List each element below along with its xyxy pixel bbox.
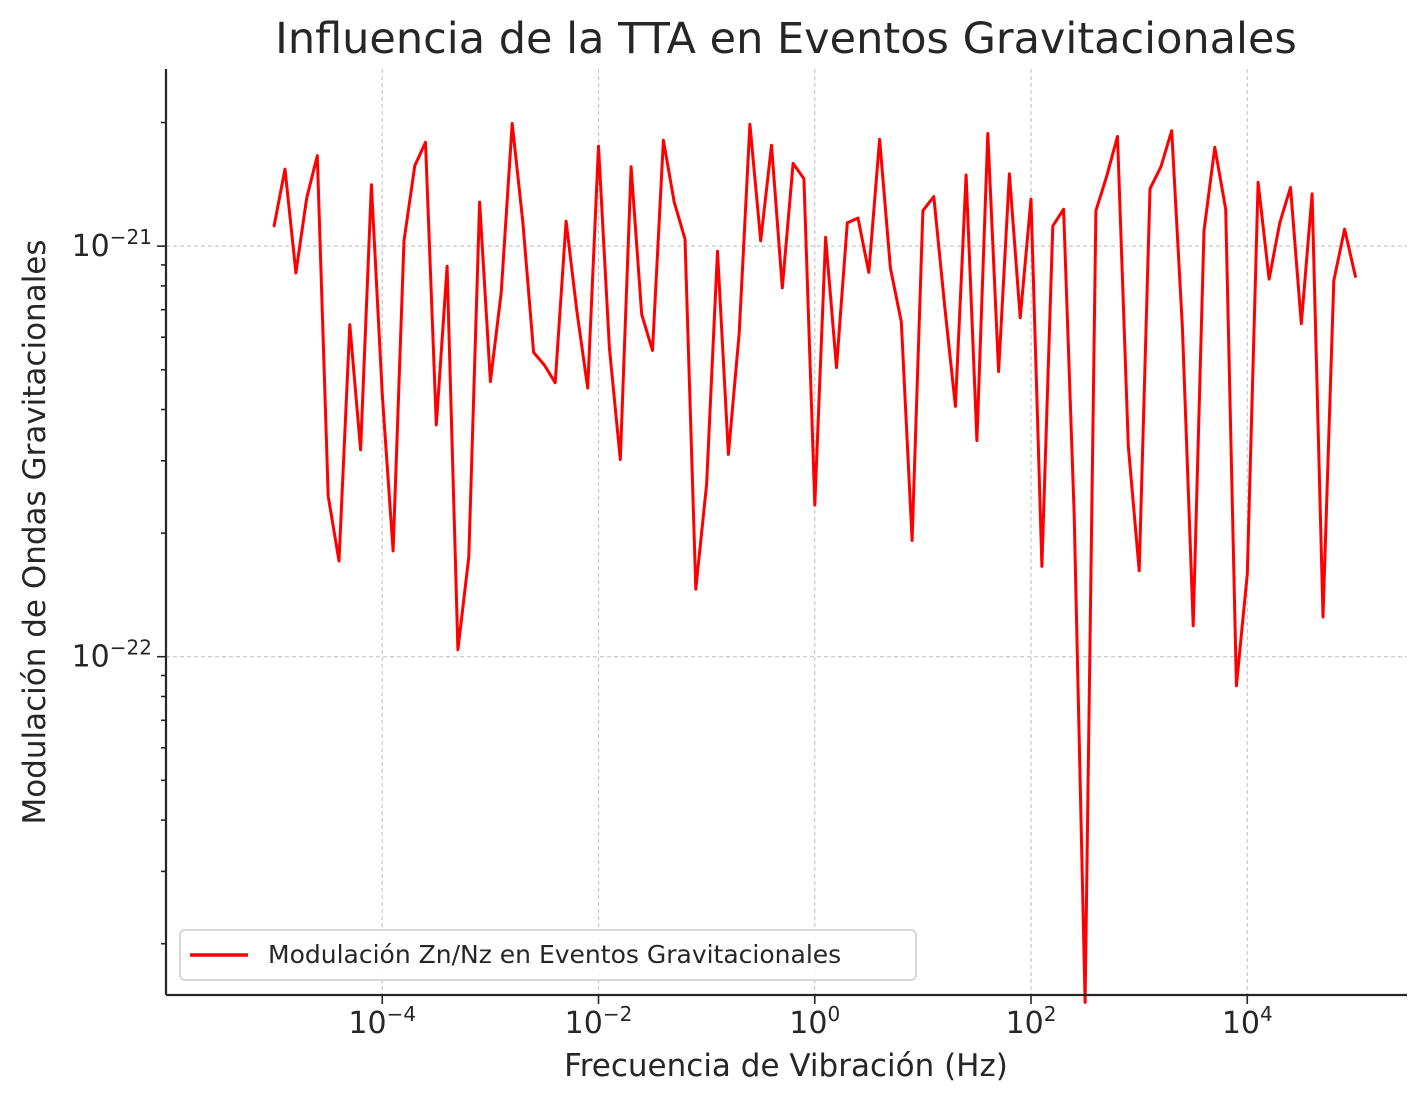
x-tick-label: 10−4 <box>348 1002 416 1041</box>
x-tick-label: 100 <box>789 1002 840 1041</box>
legend-label: Modulación Zn/Nz en Eventos Gravitaciona… <box>268 940 841 969</box>
axis-ticks: 10−4 10−2 100 102 104 10−21 10−22 <box>72 121 1273 1041</box>
legend: Modulación Zn/Nz en Eventos Gravitaciona… <box>179 929 917 981</box>
series-line <box>272 121 1357 1004</box>
chart-title: Influencia de la TTA en Eventos Gravitac… <box>275 14 1297 64</box>
grid <box>166 69 1407 995</box>
y-tick-label: 10−22 <box>72 636 152 675</box>
x-tick-label: 104 <box>1222 1002 1273 1041</box>
y-tick-label: 10−21 <box>72 225 152 264</box>
x-tick-label: 10−2 <box>565 1002 633 1041</box>
y-axis-title: Modulación de Ondas Gravitacionales <box>17 239 53 824</box>
x-tick-label: 102 <box>1006 1002 1057 1041</box>
plot-area <box>272 121 1357 1004</box>
x-axis-title: Frecuencia de Vibración (Hz) <box>564 1048 1008 1084</box>
legend-box <box>179 929 917 981</box>
